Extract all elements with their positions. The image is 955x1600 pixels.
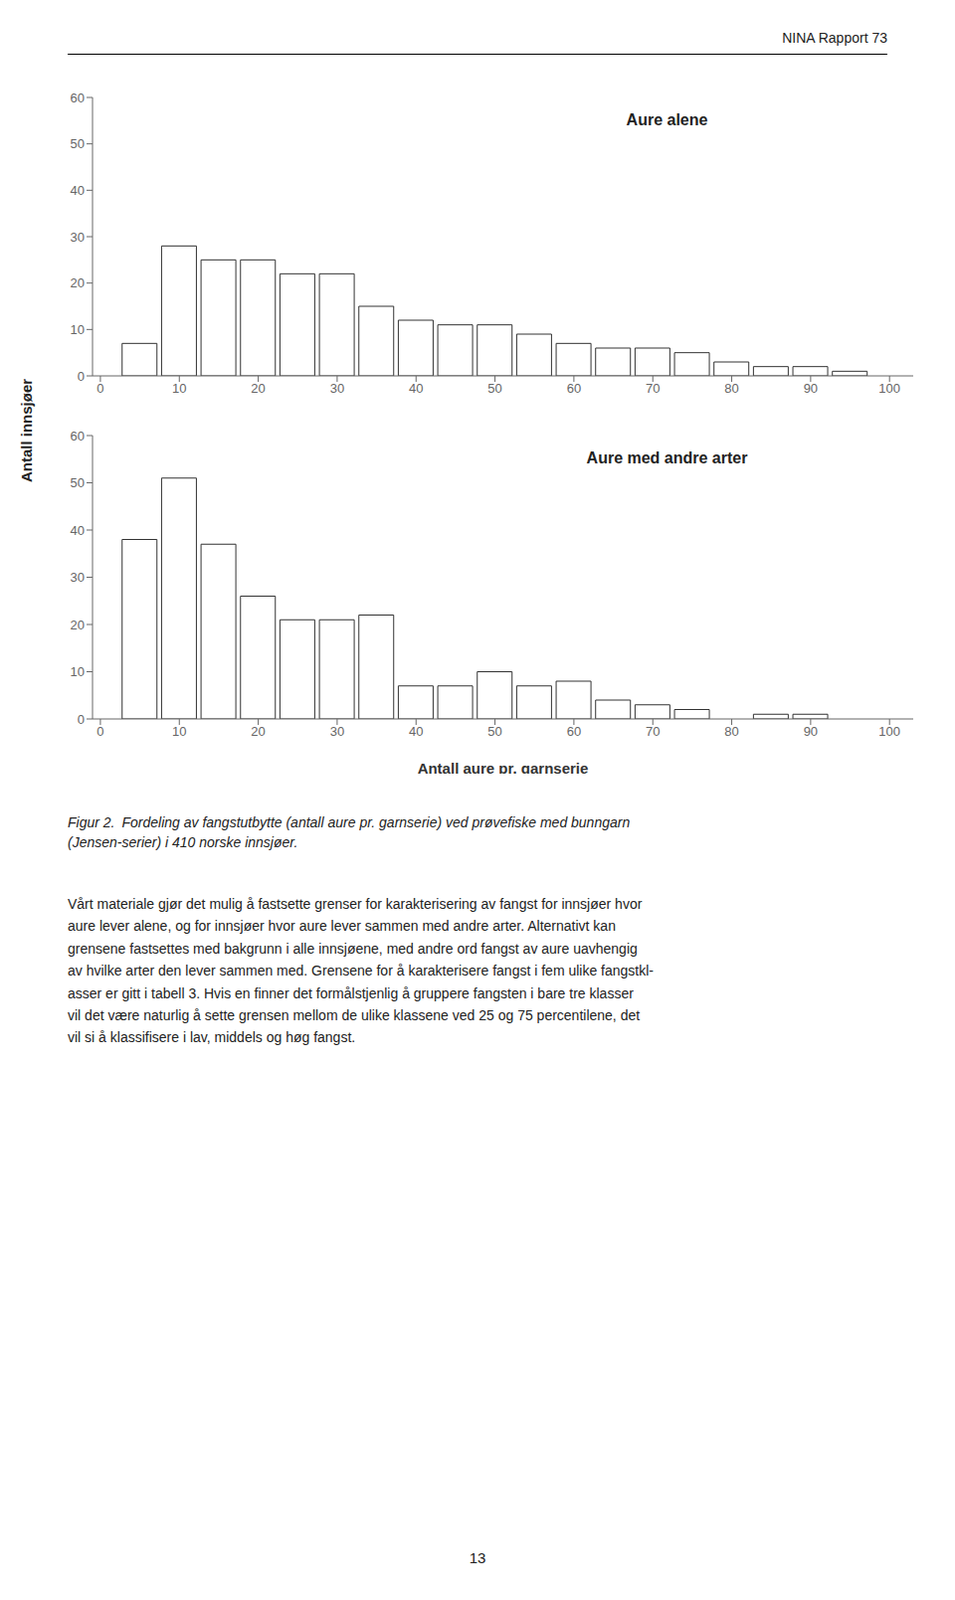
svg-text:60: 60 <box>567 724 581 740</box>
html-text:vil si å klassifisere i lav, m: vil si å klassifisere i lav, middels og … <box>67 1029 356 1046</box>
svg-text:10: 10 <box>172 724 187 740</box>
svg-text:100: 100 <box>878 381 901 396</box>
html-text:vil det være naturlig å sette: vil det være naturlig å sette grensen me… <box>67 1007 640 1024</box>
svg-text:20: 20 <box>70 617 85 633</box>
svg-text:60: 60 <box>70 90 85 106</box>
svg-text:Antall aure pr. garnserie: Antall aure pr. garnserie <box>417 760 589 774</box>
svg-text:50: 50 <box>70 475 85 491</box>
svg-text:0: 0 <box>96 381 104 396</box>
html-text:av hvilke arter den lever samm: av hvilke arter den lever sammen med. Gr… <box>67 963 654 980</box>
html-text:asser er gitt i tabell 3. Hvis: asser er gitt i tabell 3. Hvis en finner… <box>67 985 634 1002</box>
svg-text:0: 0 <box>77 712 85 728</box>
svg-text:30: 30 <box>70 229 85 245</box>
svg-text:40: 40 <box>70 183 85 198</box>
html-text:(Jensen-serier) i 410 norske i: (Jensen-serier) i 410 norske innsjøer. <box>67 834 298 851</box>
svg-text:40: 40 <box>408 381 423 396</box>
html-text:13: 13 <box>469 1549 486 1567</box>
svg-text:90: 90 <box>803 724 818 740</box>
svg-text:50: 50 <box>487 381 502 396</box>
svg-text:0: 0 <box>96 724 104 740</box>
svg-text:60: 60 <box>70 428 85 444</box>
html-text:NINA Rapport 73: NINA Rapport 73 <box>782 29 888 46</box>
svg-text:20: 20 <box>70 275 85 291</box>
html-text:aure lever alene, og for innsj: aure lever alene, og for innsjøer hvor a… <box>67 918 616 935</box>
svg-text:40: 40 <box>408 724 423 740</box>
svg-text:80: 80 <box>724 724 739 740</box>
html-text:Antall innsjøer: Antall innsjøer <box>17 378 35 483</box>
html-text:Aure alene: Aure alene <box>626 111 708 129</box>
svg-text:60: 60 <box>567 381 581 396</box>
svg-text:10: 10 <box>70 322 85 338</box>
svg-text:70: 70 <box>645 381 660 396</box>
svg-text:30: 30 <box>330 724 345 740</box>
html-text:Figur 2. Fordeling av fangstut: Figur 2. Fordeling av fangstutbytte (ant… <box>67 814 630 831</box>
svg-text:70: 70 <box>645 724 660 740</box>
html-text:Vårt materiale gjør det mulig: Vårt materiale gjør det mulig å fastsett… <box>67 896 643 913</box>
svg-text:100: 100 <box>878 724 901 740</box>
html-text:Aure med andre arter: Aure med andre arter <box>586 449 748 467</box>
svg-text:10: 10 <box>70 664 85 680</box>
svg-text:20: 20 <box>250 381 265 396</box>
svg-text:50: 50 <box>487 724 502 740</box>
svg-text:0: 0 <box>77 369 85 384</box>
svg-text:30: 30 <box>70 570 85 585</box>
svg-text:90: 90 <box>803 381 818 396</box>
svg-text:30: 30 <box>330 381 345 396</box>
svg-text:50: 50 <box>70 136 85 152</box>
svg-text:10: 10 <box>172 381 187 396</box>
html-text:grensene fastsettes med bakgru: grensene fastsettes med bakgrunn i alle … <box>67 940 638 957</box>
svg-text:40: 40 <box>70 523 85 539</box>
svg-text:20: 20 <box>250 724 265 740</box>
svg-text:80: 80 <box>724 381 739 396</box>
